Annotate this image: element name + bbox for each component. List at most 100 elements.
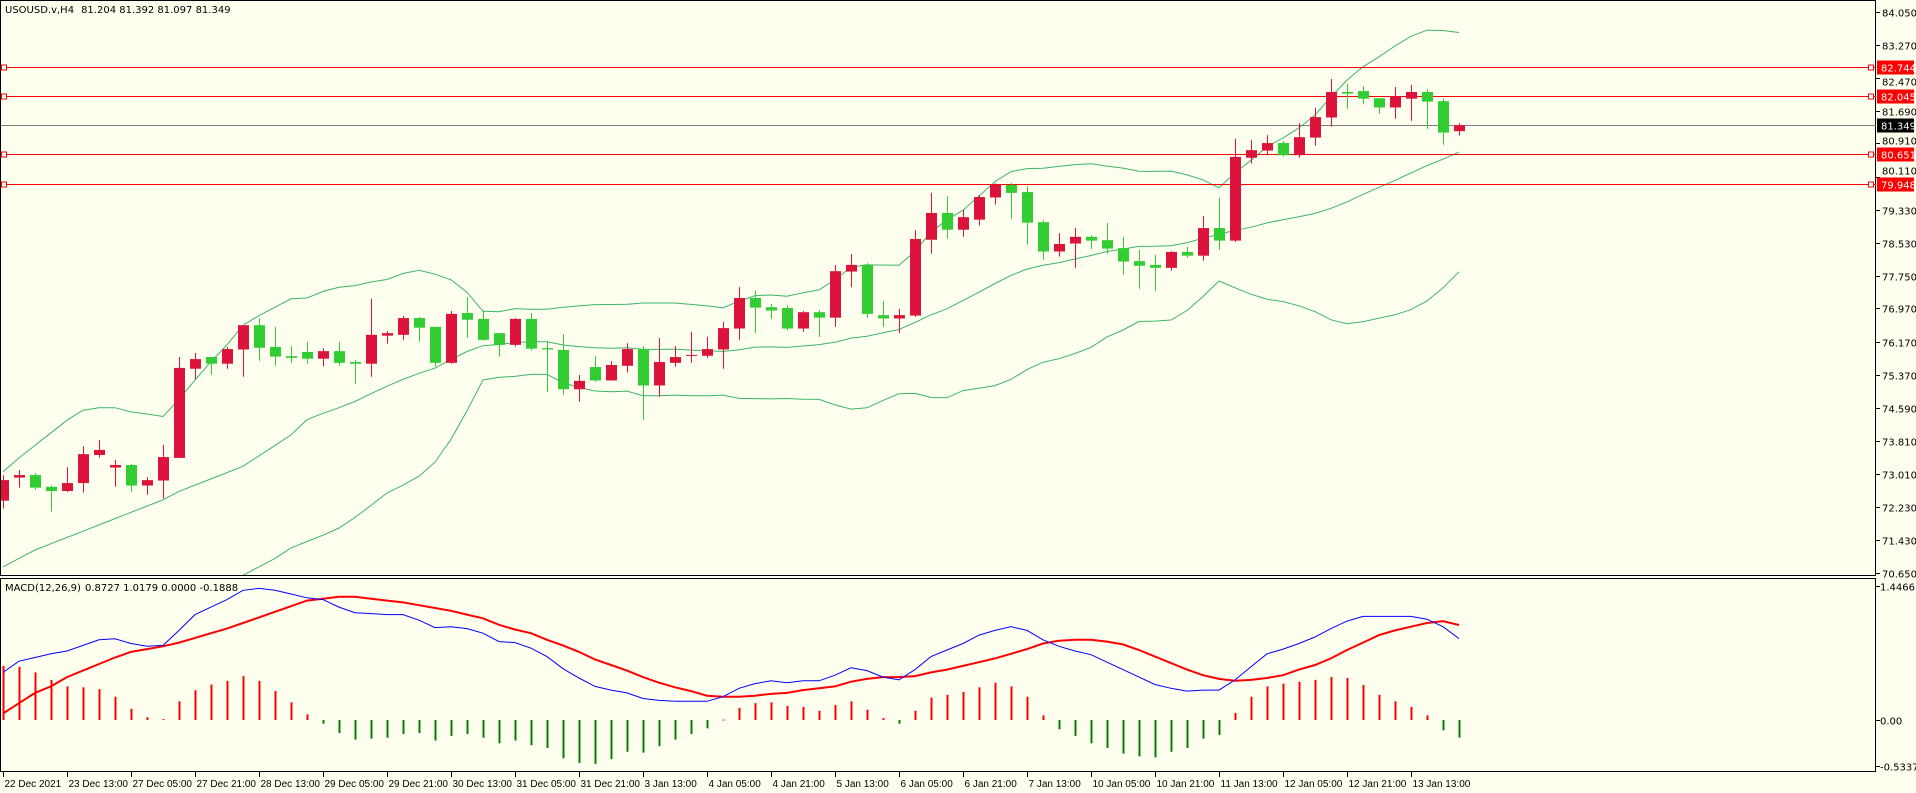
- price-tick-label: 70.650: [1882, 570, 1916, 581]
- bull-candle: [1406, 84, 1417, 121]
- macd-histogram-bar: [898, 720, 901, 724]
- horizontal-level-line[interactable]: [1, 93, 1876, 100]
- macd-histogram-bar: [530, 720, 533, 746]
- macd-histogram-bar: [1138, 720, 1141, 757]
- time-tick-label: 22 Dec 2021: [5, 779, 62, 790]
- macd-histogram-bar: [258, 680, 261, 720]
- bull-candle: [110, 460, 121, 487]
- candle-body: [366, 334, 377, 364]
- bull-candle: [926, 192, 937, 254]
- bear-candle: [1118, 236, 1129, 275]
- macd-histogram-bar: [658, 720, 661, 747]
- candle-body: [94, 449, 105, 455]
- macd-values: 0.8727 1.0179 0.0000 -0.1888: [85, 583, 238, 594]
- bear-candle: [430, 326, 441, 367]
- price-pane[interactable]: [0, 0, 1876, 576]
- symbol-timeframe: USOUSD.v,H4: [5, 5, 74, 16]
- macd-histogram-bar: [66, 686, 69, 720]
- bull-candle: [702, 336, 713, 358]
- candle-body: [910, 238, 921, 316]
- candle-body: [1358, 91, 1369, 99]
- candle-body: [446, 313, 457, 363]
- bear-candle: [1150, 254, 1161, 291]
- bull-candle: [1198, 215, 1209, 261]
- bull-candle: [574, 375, 585, 402]
- candle-body: [926, 212, 937, 240]
- macd-histogram-bar: [338, 720, 341, 734]
- candle-body: [862, 264, 873, 314]
- bull-candle: [798, 310, 809, 332]
- bear-candle: [1278, 140, 1289, 157]
- bear-candle: [478, 310, 489, 341]
- candle-body: [1294, 137, 1305, 156]
- bull-candle: [894, 308, 905, 334]
- macd-histogram-bar: [242, 676, 245, 720]
- candle-body: [590, 367, 601, 381]
- macd-histogram-bar: [194, 690, 197, 720]
- price-axis[interactable]: 84.050 83.270 82.470 81.690 80.910 80.110 79.3…: [1876, 9, 1916, 581]
- macd-tick-label: 0.00: [1880, 717, 1902, 728]
- bull-candle: [622, 343, 633, 373]
- candle-body: [846, 264, 857, 272]
- candle-body: [1406, 91, 1417, 99]
- candle-body: [142, 480, 153, 486]
- candle-body: [990, 184, 1001, 198]
- macd-histogram-bar: [946, 694, 949, 720]
- candle-body: [414, 318, 425, 328]
- level-handle-right: [1868, 93, 1874, 100]
- macd-histogram-bar: [1058, 720, 1061, 730]
- candle-body: [766, 307, 777, 311]
- bear-candle: [814, 310, 825, 337]
- macd-histogram-bar: [210, 684, 213, 720]
- time-tick-label: 28 Dec 13:00: [261, 779, 321, 790]
- macd-histogram-bar: [306, 714, 309, 720]
- price-tick-label: 72.230: [1882, 504, 1916, 515]
- level-handle-left: [1, 93, 7, 100]
- bear-candle: [782, 305, 793, 331]
- macd-histogram-bar: [1186, 720, 1189, 748]
- candle-body: [1166, 251, 1177, 268]
- candle-body: [622, 349, 633, 366]
- horizontal-level-line[interactable]: [1, 151, 1876, 158]
- horizontal-level-line[interactable]: [1, 181, 1876, 188]
- candle-body: [286, 356, 297, 358]
- macd-histogram-bar: [978, 687, 981, 720]
- candle-body: [174, 367, 185, 458]
- bull-candle: [78, 446, 89, 493]
- candle-body: [1198, 228, 1209, 256]
- candle-body: [158, 457, 169, 481]
- bull-candle: [158, 444, 169, 499]
- macd-histogram-bar: [1426, 715, 1429, 720]
- candle-body: [542, 348, 553, 350]
- candle-body: [1422, 91, 1433, 102]
- bear-candle: [1422, 89, 1433, 129]
- candle-body: [1102, 240, 1113, 249]
- bear-candle: [1358, 86, 1369, 104]
- macd-histogram-bar: [450, 720, 453, 736]
- bull-candle: [446, 310, 457, 364]
- candle-body: [1278, 143, 1289, 156]
- macd-main-line: [2, 587, 1460, 702]
- horizontal-level-line[interactable]: [1, 64, 1876, 71]
- macd-histogram-bar: [1410, 706, 1413, 720]
- macd-histogram-bar: [850, 701, 853, 720]
- bull-candle: [846, 254, 857, 288]
- bull-candle: [1, 475, 9, 509]
- candle-body: [1374, 98, 1385, 108]
- macd-histogram-bar: [1250, 696, 1253, 720]
- time-axis[interactable]: 22 Dec 2021 23 Dec 13:00 27 Dec 05:00 27 De…: [3, 772, 1471, 790]
- candle-body: [606, 364, 617, 381]
- candle-body: [942, 212, 953, 230]
- bull-candle: [366, 298, 377, 377]
- macd-histogram-bar: [226, 680, 229, 720]
- bear-candle: [286, 346, 297, 363]
- macd-pane[interactable]: [0, 578, 1876, 772]
- macd-histogram-bar: [818, 710, 821, 720]
- bear-candle: [942, 196, 953, 239]
- bull-candle: [734, 287, 745, 340]
- candle-body: [1438, 101, 1449, 133]
- candle-body: [510, 318, 521, 345]
- macd-histogram-bar: [1010, 686, 1013, 720]
- price-tick-label: 83.270: [1882, 42, 1916, 53]
